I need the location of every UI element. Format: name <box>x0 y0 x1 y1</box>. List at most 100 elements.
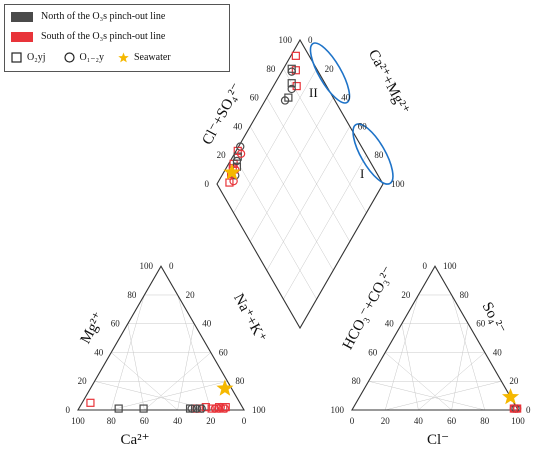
camg-tick-label: 100 <box>391 179 405 189</box>
cation-gridline <box>177 323 195 411</box>
cation-gridline <box>111 381 228 411</box>
camg-tick-label: 40 <box>341 93 351 103</box>
star-marker-icon <box>118 52 129 63</box>
diamond-seawater-star-point <box>223 163 241 180</box>
ca-tick-label: 100 <box>71 416 85 426</box>
legend-swatch-south <box>11 31 33 42</box>
diamond-south-circle-point <box>236 149 246 158</box>
cation-triangle-south-circle-point <box>220 404 230 413</box>
anion-triangle-south-circle-point <box>512 404 522 413</box>
ca-tick-label: 80 <box>107 416 117 426</box>
legend-label-north: North of the O₃s pinch-out line <box>41 11 166 22</box>
clso4-tick-label: 100 <box>279 35 293 45</box>
diamond-south-square-point <box>291 51 300 60</box>
anion-gridline <box>385 352 452 411</box>
square-marker-icon <box>11 52 22 63</box>
cl-tick-label: 40 <box>414 416 424 426</box>
legend-label-south: South of the O₃s pinch-out line <box>41 31 166 42</box>
cation-triangle-north-square-point <box>139 404 148 413</box>
diamond-gridline <box>249 97 334 242</box>
cation-triangle-south-square-point <box>86 398 95 407</box>
so4-tick-label: 80 <box>460 290 470 300</box>
clso4-tick-label: 60 <box>250 93 260 103</box>
cation-triangle-seawater-star-point <box>216 379 234 396</box>
so4-tick-label: 100 <box>443 261 457 271</box>
legend-item-south: South of the O₃s pinch-out line <box>11 31 165 42</box>
diamond-gridline <box>266 97 351 242</box>
plot-outlines <box>77 38 519 411</box>
camg-tick-label: 20 <box>325 64 335 74</box>
so4-tick-label: 0 <box>526 405 531 415</box>
nak-tick-label: 80 <box>235 376 245 386</box>
legend-label-o2yj: O₂yj <box>27 52 46 63</box>
diamond-gridline <box>249 126 334 271</box>
diamond-south-circle-point <box>229 176 238 186</box>
hco3-tick-label: 100 <box>331 405 345 415</box>
diamond-north-square-point <box>287 79 296 88</box>
cl-tick-label: 20 <box>381 416 391 426</box>
clso4-tick-label: 80 <box>266 64 276 74</box>
ca-tick-label: 20 <box>206 416 216 426</box>
axis-label-hco3: HCO₃⁻+CO₃²⁻ <box>340 264 397 353</box>
diamond-north-circle-point <box>232 156 242 166</box>
ca-tick-label: 40 <box>173 416 183 426</box>
hco3-tick-label: 60 <box>368 347 378 357</box>
cation-triangle-north-square-point <box>114 404 123 413</box>
diamond-gridline <box>266 126 351 271</box>
legend: North of the O₃s pinch-out line South of… <box>4 4 230 72</box>
axis-label-clso4: Cl⁻+SO₄²⁻ <box>200 81 246 148</box>
cation-gridline <box>127 323 145 411</box>
anion-gridline <box>418 352 485 411</box>
cl-tick-label: 60 <box>447 416 457 426</box>
nak-tick-label: 0 <box>169 261 174 271</box>
diamond-north-square-point <box>287 64 296 73</box>
tick-labels: 0 0 0 0 0 0 0 0 20 20 20 20 20 20 20 20 40 40 40 40 40 40 40 40… <box>66 35 532 426</box>
diamond-gridline <box>233 155 317 300</box>
hco3-tick-label: 40 <box>385 319 395 329</box>
zone-label-2: II <box>309 85 318 100</box>
so4-tick-label: 20 <box>509 376 519 386</box>
clso4-tick-label: 20 <box>217 150 227 160</box>
mg-tick-label: 80 <box>127 290 137 300</box>
so4-tick-label: 40 <box>493 347 503 357</box>
nak-tick-label: 20 <box>186 290 196 300</box>
cl-tick-label: 80 <box>480 416 490 426</box>
mg-tick-label: 60 <box>111 319 121 329</box>
so4-tick-label: 60 <box>476 319 486 329</box>
axis-label-cl: Cl⁻ <box>427 432 449 448</box>
diamond-north-circle-point <box>287 84 296 94</box>
cation-triangle-north-circle-point <box>197 404 206 413</box>
axis-label-camg: Ca²⁺+Mg²⁺ <box>365 47 412 117</box>
legend-item-north: North of the O₃s pinch-out line <box>11 11 165 22</box>
cation-gridline <box>144 352 211 411</box>
anion-triangle-seawater-star-point <box>502 388 520 405</box>
cation-triangle-south-circle-point <box>210 404 220 413</box>
zone-ellipses <box>309 42 394 185</box>
diamond-south-square-point <box>291 66 300 75</box>
grid-lines <box>94 68 502 411</box>
clso4-tick-label: 40 <box>233 121 243 131</box>
legend-item-symbols: O₂yj O₁₋₂y Seawater <box>11 52 171 63</box>
cl-tick-label: 0 <box>350 416 355 426</box>
diamond-gridline <box>283 155 367 300</box>
legend-label-seawater: Seawater <box>133 52 171 63</box>
mg-tick-label: 40 <box>94 347 104 357</box>
nak-tick-label: 40 <box>202 319 212 329</box>
nak-tick-label: 100 <box>252 405 266 415</box>
axis-label-mg: Mg²⁺ <box>78 310 108 347</box>
ca-tick-label: 60 <box>140 416 150 426</box>
camg-tick-label: 60 <box>358 121 368 131</box>
cation-triangle-north-circle-point <box>192 404 201 413</box>
anion-gridline <box>401 323 419 411</box>
diamond-south-square-point <box>225 178 234 187</box>
anion-gridline <box>385 381 502 411</box>
hco3-tick-label: 0 <box>423 261 428 271</box>
cl-tick-label: 100 <box>511 416 525 426</box>
diamond-gridline <box>233 68 317 213</box>
diamond-north-circle-point <box>280 96 290 105</box>
camg-tick-label: 0 <box>308 35 313 45</box>
legend-label-o12y: O₁₋₂y <box>79 52 104 63</box>
cation-gridline <box>111 352 178 411</box>
diamond-outline <box>216 38 384 330</box>
zone-ellipse-1 <box>352 123 394 185</box>
